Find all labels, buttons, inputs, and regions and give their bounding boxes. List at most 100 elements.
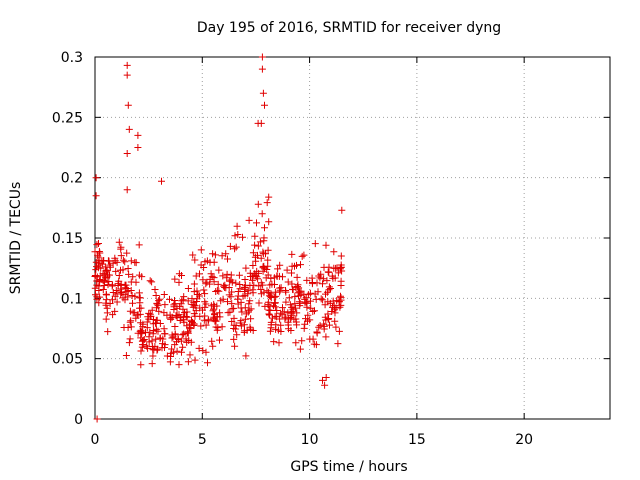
data-point (224, 298, 231, 306)
data-point (223, 270, 231, 278)
x-tick-label: 0 (91, 432, 100, 448)
data-point (231, 245, 239, 253)
data-point (208, 273, 216, 281)
data-point (241, 315, 249, 323)
data-point (320, 263, 328, 271)
data-point (267, 294, 275, 301)
data-point (306, 289, 314, 297)
data-point (171, 330, 179, 338)
data-point (313, 329, 321, 337)
data-point (104, 271, 112, 279)
data-point (102, 268, 110, 276)
data-point (292, 339, 300, 347)
data-point (123, 150, 131, 157)
data-point (236, 281, 244, 288)
data-point (261, 101, 268, 109)
data-point (152, 292, 160, 299)
data-point (317, 270, 325, 278)
data-point (126, 318, 134, 326)
data-point (210, 300, 218, 308)
data-point (239, 292, 247, 300)
data-point (195, 344, 203, 352)
data-point (304, 311, 312, 319)
data-point (137, 361, 145, 369)
data-point (241, 304, 249, 312)
data-point (249, 262, 257, 269)
data-point (104, 281, 112, 289)
data-point (97, 264, 105, 272)
data-point (295, 287, 303, 295)
data-point (95, 240, 102, 247)
data-point (191, 356, 199, 364)
data-point (307, 297, 314, 305)
data-point (91, 248, 99, 256)
data-point (264, 256, 272, 264)
data-point (201, 290, 209, 298)
data-point (276, 284, 284, 292)
data-point (266, 281, 274, 289)
data-point (108, 282, 116, 290)
data-point (294, 281, 302, 289)
data-point (222, 250, 230, 258)
data-point (190, 288, 198, 296)
data-point (187, 324, 195, 332)
data-point (153, 299, 161, 307)
data-point (261, 224, 268, 232)
data-point (121, 284, 129, 292)
data-point (115, 272, 123, 279)
data-point (288, 262, 296, 270)
data-point (234, 295, 242, 303)
data-point (113, 298, 121, 306)
data-point (324, 310, 332, 318)
data-point (177, 337, 185, 345)
axis-ticks: 0 0.05 0.1 0.15 0.2 0.25 0.3 0 5 10 15 20 (52, 50, 610, 448)
y-tick-label: 0.2 (61, 171, 83, 187)
data-point (148, 343, 156, 350)
data-point (274, 265, 282, 273)
data-point (319, 296, 327, 304)
data-point (240, 328, 248, 336)
data-point (330, 264, 338, 272)
data-point (254, 200, 262, 208)
data-point (173, 347, 181, 355)
data-point (100, 282, 108, 289)
data-point (337, 252, 345, 260)
data-point (105, 278, 113, 285)
data-point (300, 251, 308, 259)
data-point (309, 308, 317, 315)
data-point (276, 315, 284, 323)
data-point (306, 316, 314, 324)
data-point (249, 327, 257, 334)
data-point (146, 277, 154, 285)
data-point (189, 318, 196, 326)
data-point (224, 309, 232, 317)
data-point (230, 304, 238, 312)
data-point (212, 323, 220, 331)
data-point (233, 331, 241, 339)
y-tick-label: 0.15 (52, 231, 83, 247)
data-point (331, 274, 339, 282)
data-point (178, 348, 185, 356)
data-point (103, 267, 111, 275)
data-point (266, 307, 274, 314)
data-point (160, 309, 168, 317)
data-point (240, 321, 248, 329)
data-point (125, 270, 133, 278)
data-point (324, 268, 332, 276)
data-point (106, 300, 114, 307)
data-point (191, 302, 199, 310)
data-point (208, 337, 216, 345)
data-point (156, 295, 164, 303)
data-point (171, 341, 179, 349)
data-point (92, 174, 100, 182)
data-point (315, 323, 323, 331)
data-point (312, 295, 320, 303)
data-point (306, 335, 314, 343)
data-point (330, 248, 338, 256)
data-point (293, 321, 301, 329)
data-point (241, 283, 249, 291)
data-point (156, 334, 164, 342)
data-point (303, 276, 311, 284)
data-point (216, 313, 224, 321)
data-point (285, 294, 293, 302)
